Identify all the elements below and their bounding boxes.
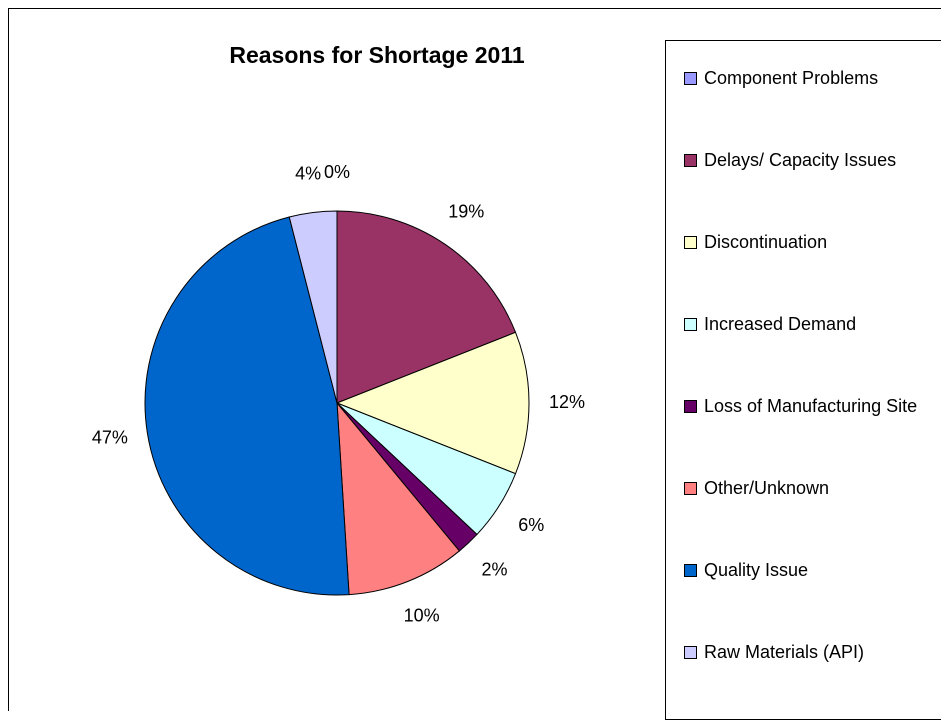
legend-item: Quality Issue: [684, 557, 924, 583]
legend-label: Component Problems: [704, 68, 878, 88]
legend-label: Other/Unknown: [704, 478, 829, 498]
legend-item: Discontinuation: [684, 229, 924, 255]
data-label: 6%: [518, 515, 544, 535]
legend-item: Other/Unknown: [684, 475, 924, 501]
legend-swatch: [684, 318, 697, 331]
data-label: 10%: [404, 606, 440, 626]
legend-item: Raw Materials (API): [684, 639, 924, 665]
legend-swatch: [684, 400, 697, 413]
legend-label: Increased Demand: [704, 314, 856, 334]
data-label: 4%: [295, 164, 321, 184]
legend-label: Discontinuation: [704, 232, 827, 252]
legend-swatch: [684, 564, 697, 577]
data-label: 12%: [549, 392, 585, 412]
legend-item: Loss of Manufacturing Site: [684, 393, 924, 419]
legend-swatch: [684, 154, 697, 167]
data-label: 47%: [92, 428, 128, 448]
chart-title: Reasons for Shortage 2011: [229, 42, 524, 68]
legend-item: Increased Demand: [684, 311, 924, 337]
legend-label: Delays/ Capacity Issues: [704, 150, 896, 170]
legend-label: Quality Issue: [704, 560, 808, 580]
legend-swatch: [684, 482, 697, 495]
legend: Component Problems Delays/ Capacity Issue…: [665, 40, 941, 720]
data-label: 0%: [324, 162, 350, 182]
legend-item: Delays/ Capacity Issues: [684, 147, 924, 173]
legend-label: Raw Materials (API): [704, 642, 864, 662]
data-label: 19%: [448, 202, 484, 222]
legend-swatch: [684, 236, 697, 249]
legend-item: Component Problems: [684, 65, 924, 91]
legend-swatch: [684, 646, 697, 659]
legend-label: Loss of Manufacturing Site: [704, 396, 917, 416]
legend-swatch: [684, 72, 697, 85]
data-label: 2%: [481, 559, 507, 579]
